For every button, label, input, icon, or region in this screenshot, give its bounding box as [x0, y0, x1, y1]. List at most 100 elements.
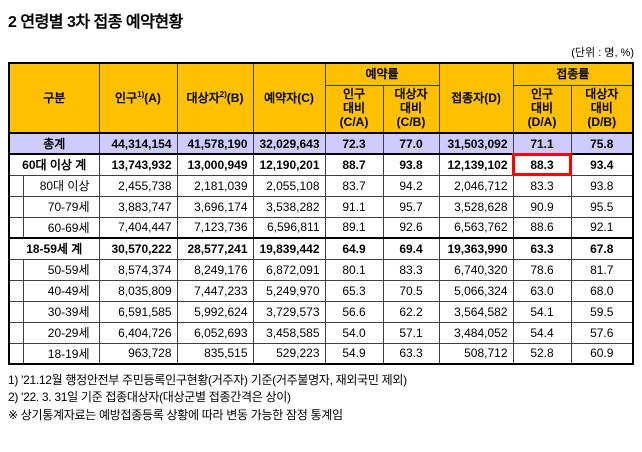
cell-res-target-rate: 62.2 — [382, 300, 440, 323]
cell-res-target-rate: 94.2 — [382, 174, 440, 197]
header-vacc-target-ratio: 대상자 대비 (D/B) — [570, 84, 634, 134]
cell-vacc-pop-rate: 83.3 — [512, 174, 572, 197]
cell-vacc-pop-rate: 54.1 — [512, 300, 572, 323]
table-row: 60-69세 7,404,447 7,123,736 6,596,811 89.1 92.… — [8, 216, 634, 239]
row-label: 30-39세 — [22, 300, 100, 323]
cell-vacc-target-rate: 95.5 — [570, 195, 634, 218]
table-body: 총계 44,314,154 41,578,190 32,029,643 72.3 77.0… — [8, 132, 634, 365]
footnotes: 1) '21.12월 행정안전부 주민등록인구현황(거주자) 기준(거주불명자,… — [8, 372, 634, 424]
header-reservation-rate: 예약률 — [324, 62, 440, 86]
row-label: 총계 — [8, 132, 100, 155]
cell-reserved: 3,538,282 — [252, 195, 326, 218]
cell-vacc-target-rate: 68.0 — [570, 279, 634, 302]
cell-pop: 30,570,222 — [98, 237, 178, 260]
header-target-key: (B) — [226, 90, 244, 105]
cell-vacc-pop-rate: 63.3 — [512, 237, 572, 260]
row-indent-cell — [8, 342, 24, 365]
cell-pop: 8,035,809 — [98, 279, 178, 302]
cell-vacc: 12,139,102 — [438, 153, 514, 176]
cell-target: 28,577,241 — [176, 237, 254, 260]
cell-reserved: 529,223 — [252, 342, 326, 365]
header-reserved: 예약자(C) — [252, 62, 326, 134]
cell-res-pop-rate: 64.9 — [324, 237, 384, 260]
cell-pop: 7,404,447 — [98, 216, 178, 239]
cell-pop: 6,404,726 — [98, 321, 178, 344]
cell-target: 7,447,233 — [176, 279, 254, 302]
header-vacc-pop-ratio: 인구 대비 (D/A) — [512, 84, 572, 134]
cell-pop: 13,743,932 — [98, 153, 178, 176]
row-label: 60-69세 — [22, 216, 100, 239]
row-label: 18-59세 계 — [8, 237, 100, 260]
cell-vacc-pop-rate: 78.6 — [512, 258, 572, 281]
cell-vacc: 5,066,324 — [438, 279, 514, 302]
cell-res-pop-rate: 88.7 — [324, 153, 384, 176]
cell-target: 7,123,736 — [176, 216, 254, 239]
cell-pop: 8,574,374 — [98, 258, 178, 281]
cell-vacc: 6,563,762 — [438, 216, 514, 239]
cell-res-pop-rate: 56.6 — [324, 300, 384, 323]
row-indent-cell — [8, 195, 24, 218]
header-vaccinated: 접종자(D) — [438, 62, 514, 134]
cell-res-pop-rate: 80.1 — [324, 258, 384, 281]
cell-vacc: 31,503,092 — [438, 132, 514, 155]
header-vaccination-rate: 접종률 — [512, 62, 634, 86]
cell-reserved: 3,458,585 — [252, 321, 326, 344]
row-indent-cell — [8, 300, 24, 323]
header-row-top: 구분 인구1)(A) 대상자2)(B) 예약자(C) 예약률 접종자(D) 접종… — [8, 62, 634, 134]
row-indent-cell — [8, 258, 24, 281]
cell-res-pop-rate: 89.1 — [324, 216, 384, 239]
header-reserved-key: (C) — [297, 90, 314, 105]
cell-vacc-target-rate: 93.8 — [570, 174, 634, 197]
unit-note: (단위 : 명, %) — [571, 47, 634, 59]
page-title: 2 연령별 3차 접종 예약현황 — [8, 14, 183, 31]
cell-res-target-rate: 69.4 — [382, 237, 440, 260]
table-row: 60대 이상 계 13,743,932 13,000,949 12,190,201 88… — [8, 153, 634, 176]
table-row: 40-49세 8,035,809 7,447,233 5,249,970 65.3 70.… — [8, 279, 634, 302]
cell-reserved: 19,839,442 — [252, 237, 326, 260]
footnote-population-basis: 1) '21.12월 행정안전부 주민등록인구현황(거주자) 기준(거주불명자,… — [8, 373, 407, 387]
row-indent-cell — [8, 216, 24, 239]
cell-res-pop-rate: 54.9 — [324, 342, 384, 365]
header-row-sub: 인구 대비 (C/A) 대상자 대비 (C/B) 인구 대비 (D/A) 대상자… — [9, 84, 634, 134]
header-vaccinated-key: (D) — [484, 90, 501, 105]
header-target-label: 대상자 — [186, 90, 220, 105]
cell-vacc-target-rate: 59.5 — [570, 300, 634, 323]
row-label: 40-49세 — [22, 279, 100, 302]
header-gubun: 구분 — [8, 62, 100, 134]
row-label: 70-79세 — [22, 195, 100, 218]
row-label: 60대 이상 계 — [8, 153, 100, 176]
cell-vacc-target-rate: 92.1 — [570, 216, 634, 239]
cell-target: 2,181,039 — [176, 174, 254, 197]
cell-reserved: 5,249,970 — [252, 279, 326, 302]
cell-pop: 3,883,747 — [98, 195, 178, 218]
cell-res-pop-rate: 91.1 — [324, 195, 384, 218]
cell-vacc: 3,564,582 — [438, 300, 514, 323]
table-row: 총계 44,314,154 41,578,190 32,029,643 72.3 77.0… — [8, 132, 634, 155]
cell-reserved: 32,029,643 — [252, 132, 326, 155]
cell-res-pop-rate: 65.3 — [324, 279, 384, 302]
cell-vacc: 6,740,320 — [438, 258, 514, 281]
cell-res-pop-rate: 54.0 — [324, 321, 384, 344]
cell-reserved: 2,055,108 — [252, 174, 326, 197]
cell-pop: 6,591,585 — [98, 300, 178, 323]
header-population-key: (A) — [144, 90, 161, 105]
row-indent-cell — [8, 321, 24, 344]
row-indent-cell — [8, 174, 24, 197]
header-target: 대상자2)(B) — [176, 62, 254, 134]
cell-vacc-pop-rate: 90.9 — [512, 195, 572, 218]
cell-vacc: 508,712 — [438, 342, 514, 365]
cell-vacc-pop-rate: 88.3 — [512, 153, 572, 176]
cell-vacc-target-rate: 57.6 — [570, 321, 634, 344]
table-row: 18-59세 계 30,570,222 28,577,241 19,839,442 64… — [8, 237, 634, 260]
cell-res-target-rate: 95.7 — [382, 195, 440, 218]
table-row: 20-29세 6,404,726 6,052,693 3,458,585 54.0 57.… — [8, 321, 634, 344]
row-label: 20-29세 — [22, 321, 100, 344]
cell-res-target-rate: 63.3 — [382, 342, 440, 365]
header-population-footref: 1) — [137, 89, 145, 99]
footnote-provisional-stats: ※ 상기통계자료는 예방접종등록 상황에 따라 변동 가능한 잠정 통계임 — [8, 407, 343, 422]
cell-vacc-target-rate: 75.8 — [570, 132, 634, 155]
row-label: 18-19세 — [22, 342, 100, 365]
cell-res-target-rate: 57.1 — [382, 321, 440, 344]
cell-reserved: 12,190,201 — [252, 153, 326, 176]
header-population: 인구1)(A) — [98, 62, 178, 134]
